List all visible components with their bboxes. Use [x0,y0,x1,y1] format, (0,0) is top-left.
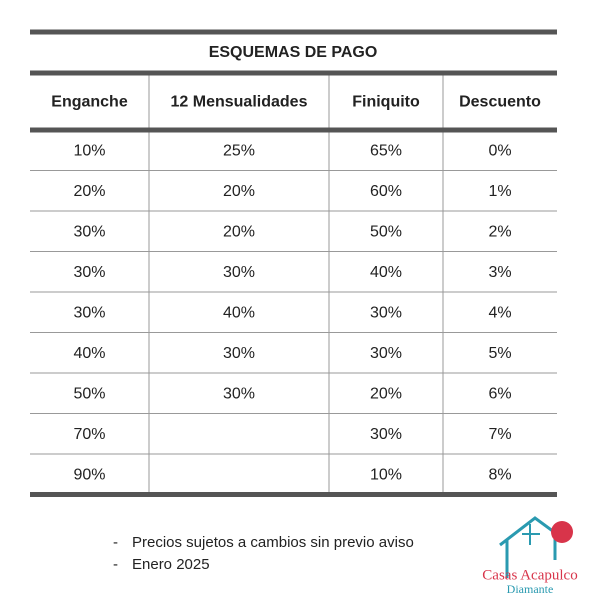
table-cell: 30% [370,304,402,321]
table-cell: 30% [73,223,105,240]
table-cell: 7% [488,426,511,443]
table-cell: 4% [488,304,511,321]
logo: Casas Acapulco Diamante [482,516,578,596]
table-cell: 3% [488,264,511,281]
note: Enero 2025 [132,556,210,573]
table-title: ESQUEMAS DE PAGO [209,44,378,61]
table-cell: 10% [370,466,402,483]
table-cell: 20% [73,183,105,200]
logo-mark [522,524,540,545]
table-cell: 8% [488,466,511,483]
table-cell: 65% [370,142,402,159]
table-cell: 2% [488,223,511,240]
table-cell: 40% [73,345,105,362]
bullet: - [113,556,118,573]
bullet: - [113,534,118,551]
table-cell: 5% [488,345,511,362]
table-cell: 30% [370,426,402,443]
table-cell: 30% [73,264,105,281]
table-cell: 20% [223,183,255,200]
table-cell: 40% [370,264,402,281]
table-cell: 90% [73,466,105,483]
table-cell: 40% [223,304,255,321]
logo-circle [551,521,573,543]
table-cell: 6% [488,385,511,402]
table-cell: 1% [488,183,511,200]
table-cell: 50% [73,385,105,402]
table-cell: 70% [73,426,105,443]
table-cell: 20% [223,223,255,240]
table-cell: 50% [370,223,402,240]
table-cell: 10% [73,142,105,159]
table-cell: 0% [488,142,511,159]
logo-name: Casas Acapulco [482,567,577,583]
column-header: Enganche [51,94,128,111]
table-cell: 30% [223,345,255,362]
column-header: 12 Mensualidades [171,94,308,111]
table-cell: 30% [223,264,255,281]
table-cell: 60% [370,183,402,200]
note: Precios sujetos a cambios sin previo avi… [132,534,414,551]
logo-subname: Diamante [507,582,554,596]
table-cell: 30% [73,304,105,321]
table-cell: 30% [223,385,255,402]
column-header: Descuento [459,94,541,111]
table-cell: 30% [370,345,402,362]
column-header: Finiquito [352,94,420,111]
table-cell: 20% [370,385,402,402]
table-cell: 25% [223,142,255,159]
